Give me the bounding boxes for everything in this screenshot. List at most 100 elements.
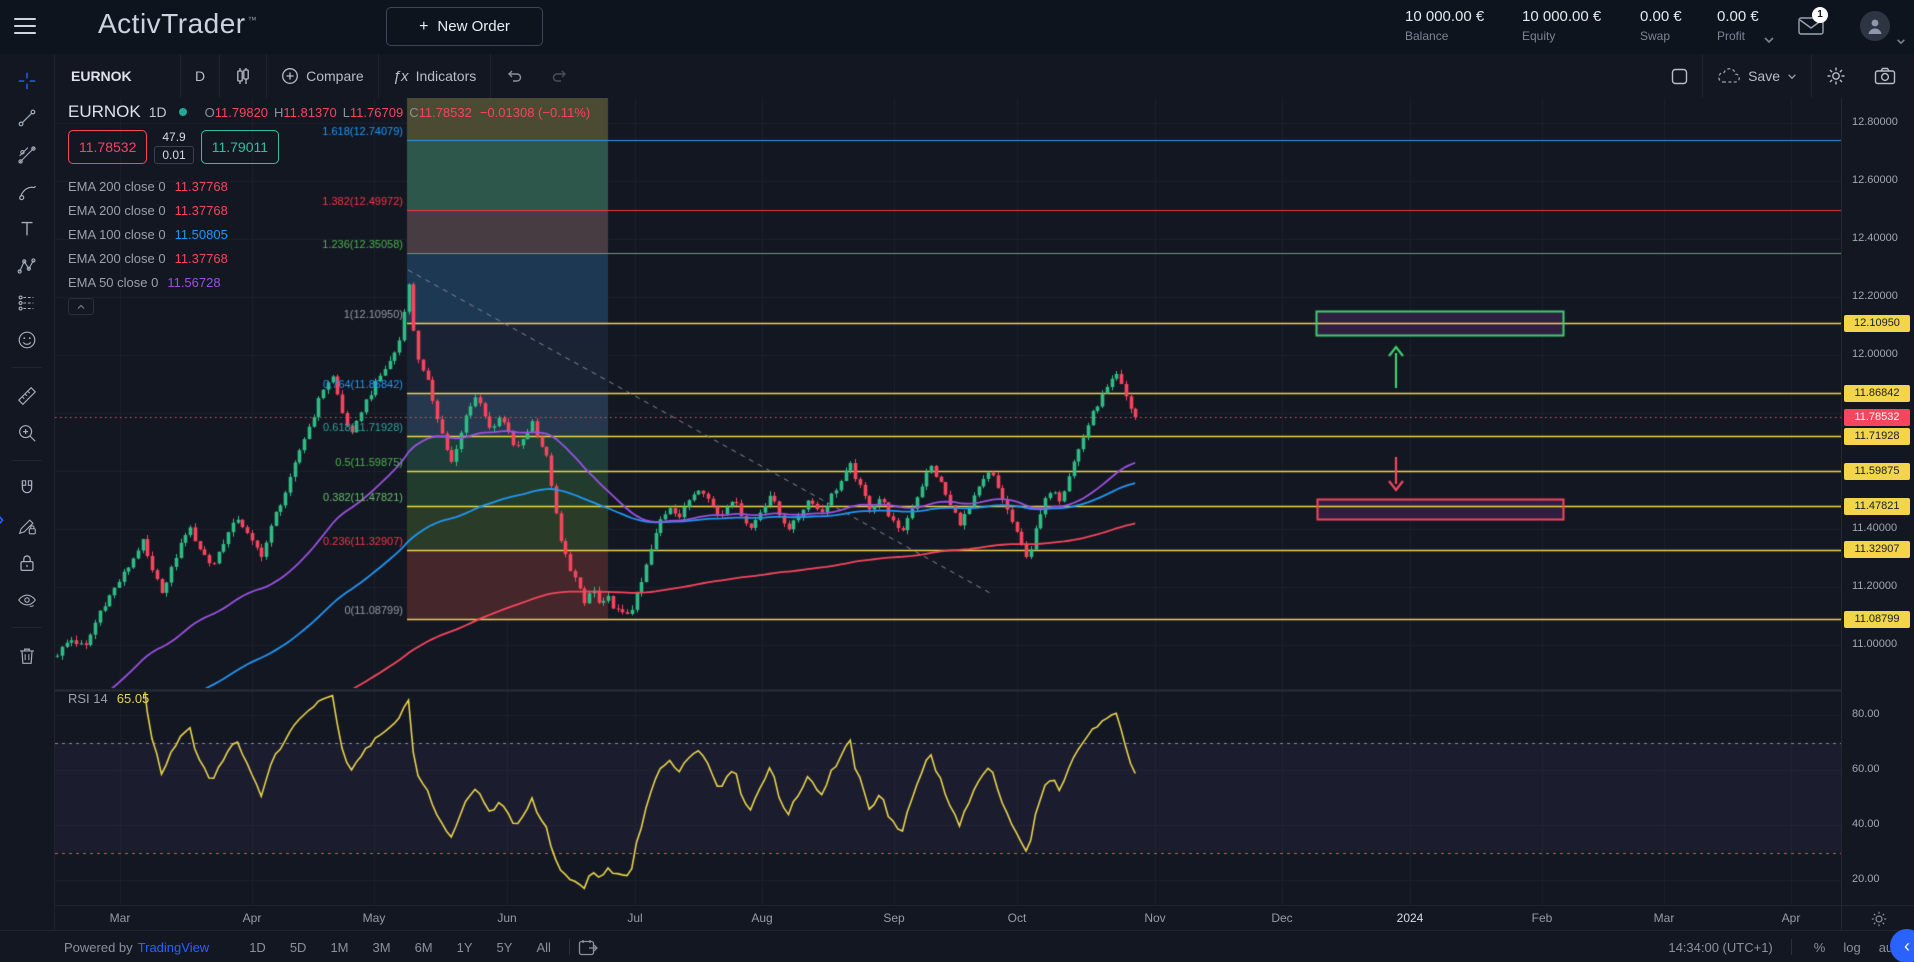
range-1d[interactable]: 1D [249, 939, 266, 955]
trend-line-tool-icon [18, 109, 36, 126]
account-chevron-down-icon[interactable] [1763, 36, 1775, 44]
cloud-icon [1717, 68, 1741, 84]
indicator-legend-row[interactable]: EMA 50 close 0 11.56728 [68, 270, 590, 294]
current-price-badge: 11.78532 [1844, 408, 1910, 426]
save-button[interactable]: Save [1703, 54, 1811, 98]
indicator-name: EMA 200 close 0 [68, 202, 166, 218]
undo-button[interactable] [491, 54, 537, 98]
emoji-tool[interactable] [9, 321, 46, 358]
equity-label: Equity [1522, 29, 1556, 43]
compare-button[interactable]: Compare [267, 54, 378, 98]
xabcd-pattern-tool-icon [17, 257, 36, 274]
legend-interval[interactable]: 1D [148, 104, 167, 120]
profile-chevron-down-icon[interactable] [1896, 38, 1908, 46]
sell-price-button[interactable]: 11.78532 [68, 130, 148, 164]
emoji-tool-icon [18, 331, 36, 348]
range-3m[interactable]: 3M [372, 939, 391, 955]
percent-scale-button[interactable]: % [1813, 939, 1826, 955]
avatar[interactable] [1860, 11, 1890, 41]
range-5d[interactable]: 5D [289, 939, 307, 955]
gann-fib-tool-icon [18, 145, 36, 164]
price-tick: 11.40000 [1852, 522, 1898, 534]
chart-type-button[interactable] [220, 54, 266, 98]
tradingview-link[interactable]: TradingView [137, 939, 210, 955]
month-label: Jun [497, 911, 517, 925]
month-label: Oct [1007, 911, 1027, 925]
forecast-tool[interactable] [9, 284, 46, 321]
new-order-button[interactable]: + New Order [386, 7, 543, 46]
indicator-legend-row[interactable]: EMA 200 close 0 11.37768 [68, 174, 590, 198]
xabcd-pattern-tool[interactable] [9, 247, 46, 284]
axis-corner[interactable] [1841, 905, 1914, 931]
sun-icon[interactable] [1871, 911, 1887, 927]
trend-line-tool[interactable] [9, 99, 46, 136]
indicator-name: EMA 100 close 0 [68, 226, 166, 242]
range-1y[interactable]: 1Y [456, 939, 473, 955]
indicator-legend-row[interactable]: EMA 200 close 0 11.37768 [68, 198, 590, 222]
swap-value: 0.00 € [1640, 8, 1682, 25]
ruler-tool[interactable] [9, 377, 46, 414]
legend-symbol[interactable]: EURNOK [68, 102, 141, 121]
pip-value[interactable]: 0.01 [154, 146, 194, 164]
magnet-tool[interactable] [9, 470, 46, 507]
magnet-tool-icon [21, 479, 33, 493]
zoom-in-tool[interactable] [9, 414, 46, 451]
redo-button[interactable] [537, 54, 583, 98]
sidebar-divider [12, 460, 42, 461]
month-label: Mar [1653, 911, 1675, 925]
range-all[interactable]: All [536, 939, 551, 955]
menu-icon[interactable] [14, 18, 36, 36]
rsi-legend[interactable]: RSI 14 65.05 [68, 691, 149, 706]
drawing-lock-tool-icon [18, 518, 36, 534]
layout-button[interactable] [1657, 54, 1702, 98]
drawing-lock-tool[interactable] [9, 507, 46, 544]
footer-divider [1790, 939, 1792, 955]
indicator-legend-row[interactable]: EMA 200 close 0 11.37768 [68, 246, 590, 270]
crosshair-tool[interactable] [9, 62, 46, 99]
gann-fib-tool[interactable] [9, 136, 46, 173]
indicator-name: EMA 200 close 0 [68, 250, 166, 266]
clock[interactable]: 14:34:00 (UTC+1) [1668, 939, 1773, 955]
hide-drawings-tool[interactable] [9, 581, 46, 618]
rsi-tick: 80.00 [1852, 708, 1880, 720]
sidebar-divider [12, 367, 42, 368]
interval-button[interactable]: D [195, 68, 206, 84]
price-chart-canvas[interactable] [55, 98, 1841, 905]
go-to-date-icon[interactable] [578, 939, 598, 956]
expand-left-panel-chevron[interactable]: › [0, 506, 4, 532]
text-tool[interactable] [9, 210, 46, 247]
collapse-right-panel-button[interactable]: ‹ [1890, 929, 1914, 962]
legend-collapse-button[interactable] [68, 298, 94, 315]
spread-value: 47.9 [162, 130, 186, 144]
buy-price-button[interactable]: 11.79011 [200, 130, 280, 164]
ruler-tool-icon [17, 386, 37, 405]
swap-label: Swap [1640, 29, 1671, 43]
log-scale-button[interactable]: log [1843, 939, 1861, 955]
notifications-mail-icon[interactable]: 1 [1798, 7, 1828, 40]
candles-icon [234, 67, 252, 85]
price-axis[interactable]: 12.80000 12.60000 12.40000 12.20000 12.00000… [1841, 98, 1914, 905]
brush-tool[interactable] [9, 173, 46, 210]
remove-drawings-tool[interactable] [9, 637, 46, 674]
range-1m[interactable]: 1M [330, 939, 349, 955]
profit-metric: 0.00 € Profit [1717, 8, 1759, 43]
snapshot-camera-icon[interactable] [1860, 54, 1914, 98]
level-price-badge: 11.47821 [1844, 497, 1910, 515]
range-5y[interactable]: 5Y [496, 939, 513, 955]
range-6m[interactable]: 6M [414, 939, 433, 955]
indicators-button[interactable]: ƒx Indicators [392, 67, 477, 85]
time-axis[interactable]: Mar Apr May Jun Jul Aug Sep Oct Nov Dec 2024 Feb Mar… [55, 905, 1841, 931]
rsi-tick: 20.00 [1852, 873, 1880, 885]
zoom-in-tool-icon [19, 424, 36, 442]
toolbar-divider [266, 54, 268, 98]
lock-all-tool[interactable] [9, 544, 46, 581]
indicator-legend-row[interactable]: EMA 100 close 0 11.50805 [68, 222, 590, 246]
spread-column: 47.9 0.01 [154, 130, 194, 164]
brush-tool-icon [19, 185, 36, 200]
price-tick: 12.60000 [1852, 174, 1898, 186]
symbol-search-button[interactable]: EURNOK [71, 68, 132, 84]
toolbar-divider [377, 54, 379, 98]
plus-icon: + [419, 17, 429, 35]
equity-metric: 10 000.00 € Equity [1522, 8, 1601, 43]
settings-gear-icon[interactable] [1812, 54, 1860, 98]
